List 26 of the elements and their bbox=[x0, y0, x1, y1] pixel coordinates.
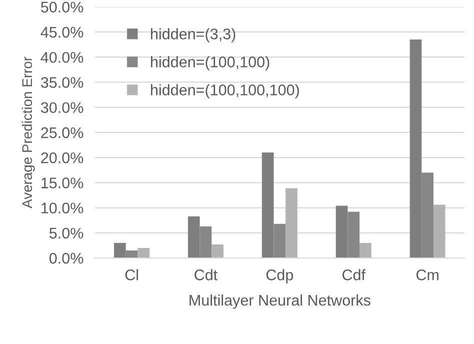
x-tick-label: Cdf bbox=[342, 269, 366, 280]
y-tick-label: 40.0% bbox=[40, 52, 84, 63]
y-tick-label: 30.0% bbox=[40, 102, 84, 114]
x-tick-label: Cdt bbox=[194, 269, 218, 280]
bar bbox=[360, 242, 372, 258]
y-tick-label: 10.0% bbox=[42, 202, 84, 214]
bar bbox=[138, 248, 150, 258]
bar bbox=[286, 188, 298, 258]
x-tick-label: Cdp bbox=[266, 269, 294, 284]
y-tick-label: 20.0% bbox=[41, 152, 84, 164]
x-tick-label: Cl bbox=[125, 269, 138, 280]
y-tick-label: 15.0% bbox=[42, 178, 84, 188]
y-tick-label: 25.0% bbox=[41, 127, 84, 138]
legend-label: hidden=(3,3) bbox=[151, 28, 236, 42]
x-axis-title: Multilayer Neural Networks bbox=[190, 294, 370, 309]
y-tick-label: 0.0% bbox=[49, 252, 84, 264]
x-tick-label: Cm bbox=[416, 270, 438, 280]
bar bbox=[433, 204, 446, 258]
legend-label: hidden=(100,100,100) bbox=[151, 84, 299, 98]
y-tick-label: 35.0% bbox=[40, 77, 84, 88]
legend-label: hidden=(100,100) bbox=[151, 56, 270, 70]
bar bbox=[212, 244, 224, 258]
y-tick-label: 5.0% bbox=[49, 228, 84, 239]
y-axis-title: Average Prediction Error bbox=[22, 56, 35, 208]
y-tick-label: 50.0% bbox=[40, 2, 84, 13]
y-tick-label: 45.0% bbox=[40, 26, 84, 38]
